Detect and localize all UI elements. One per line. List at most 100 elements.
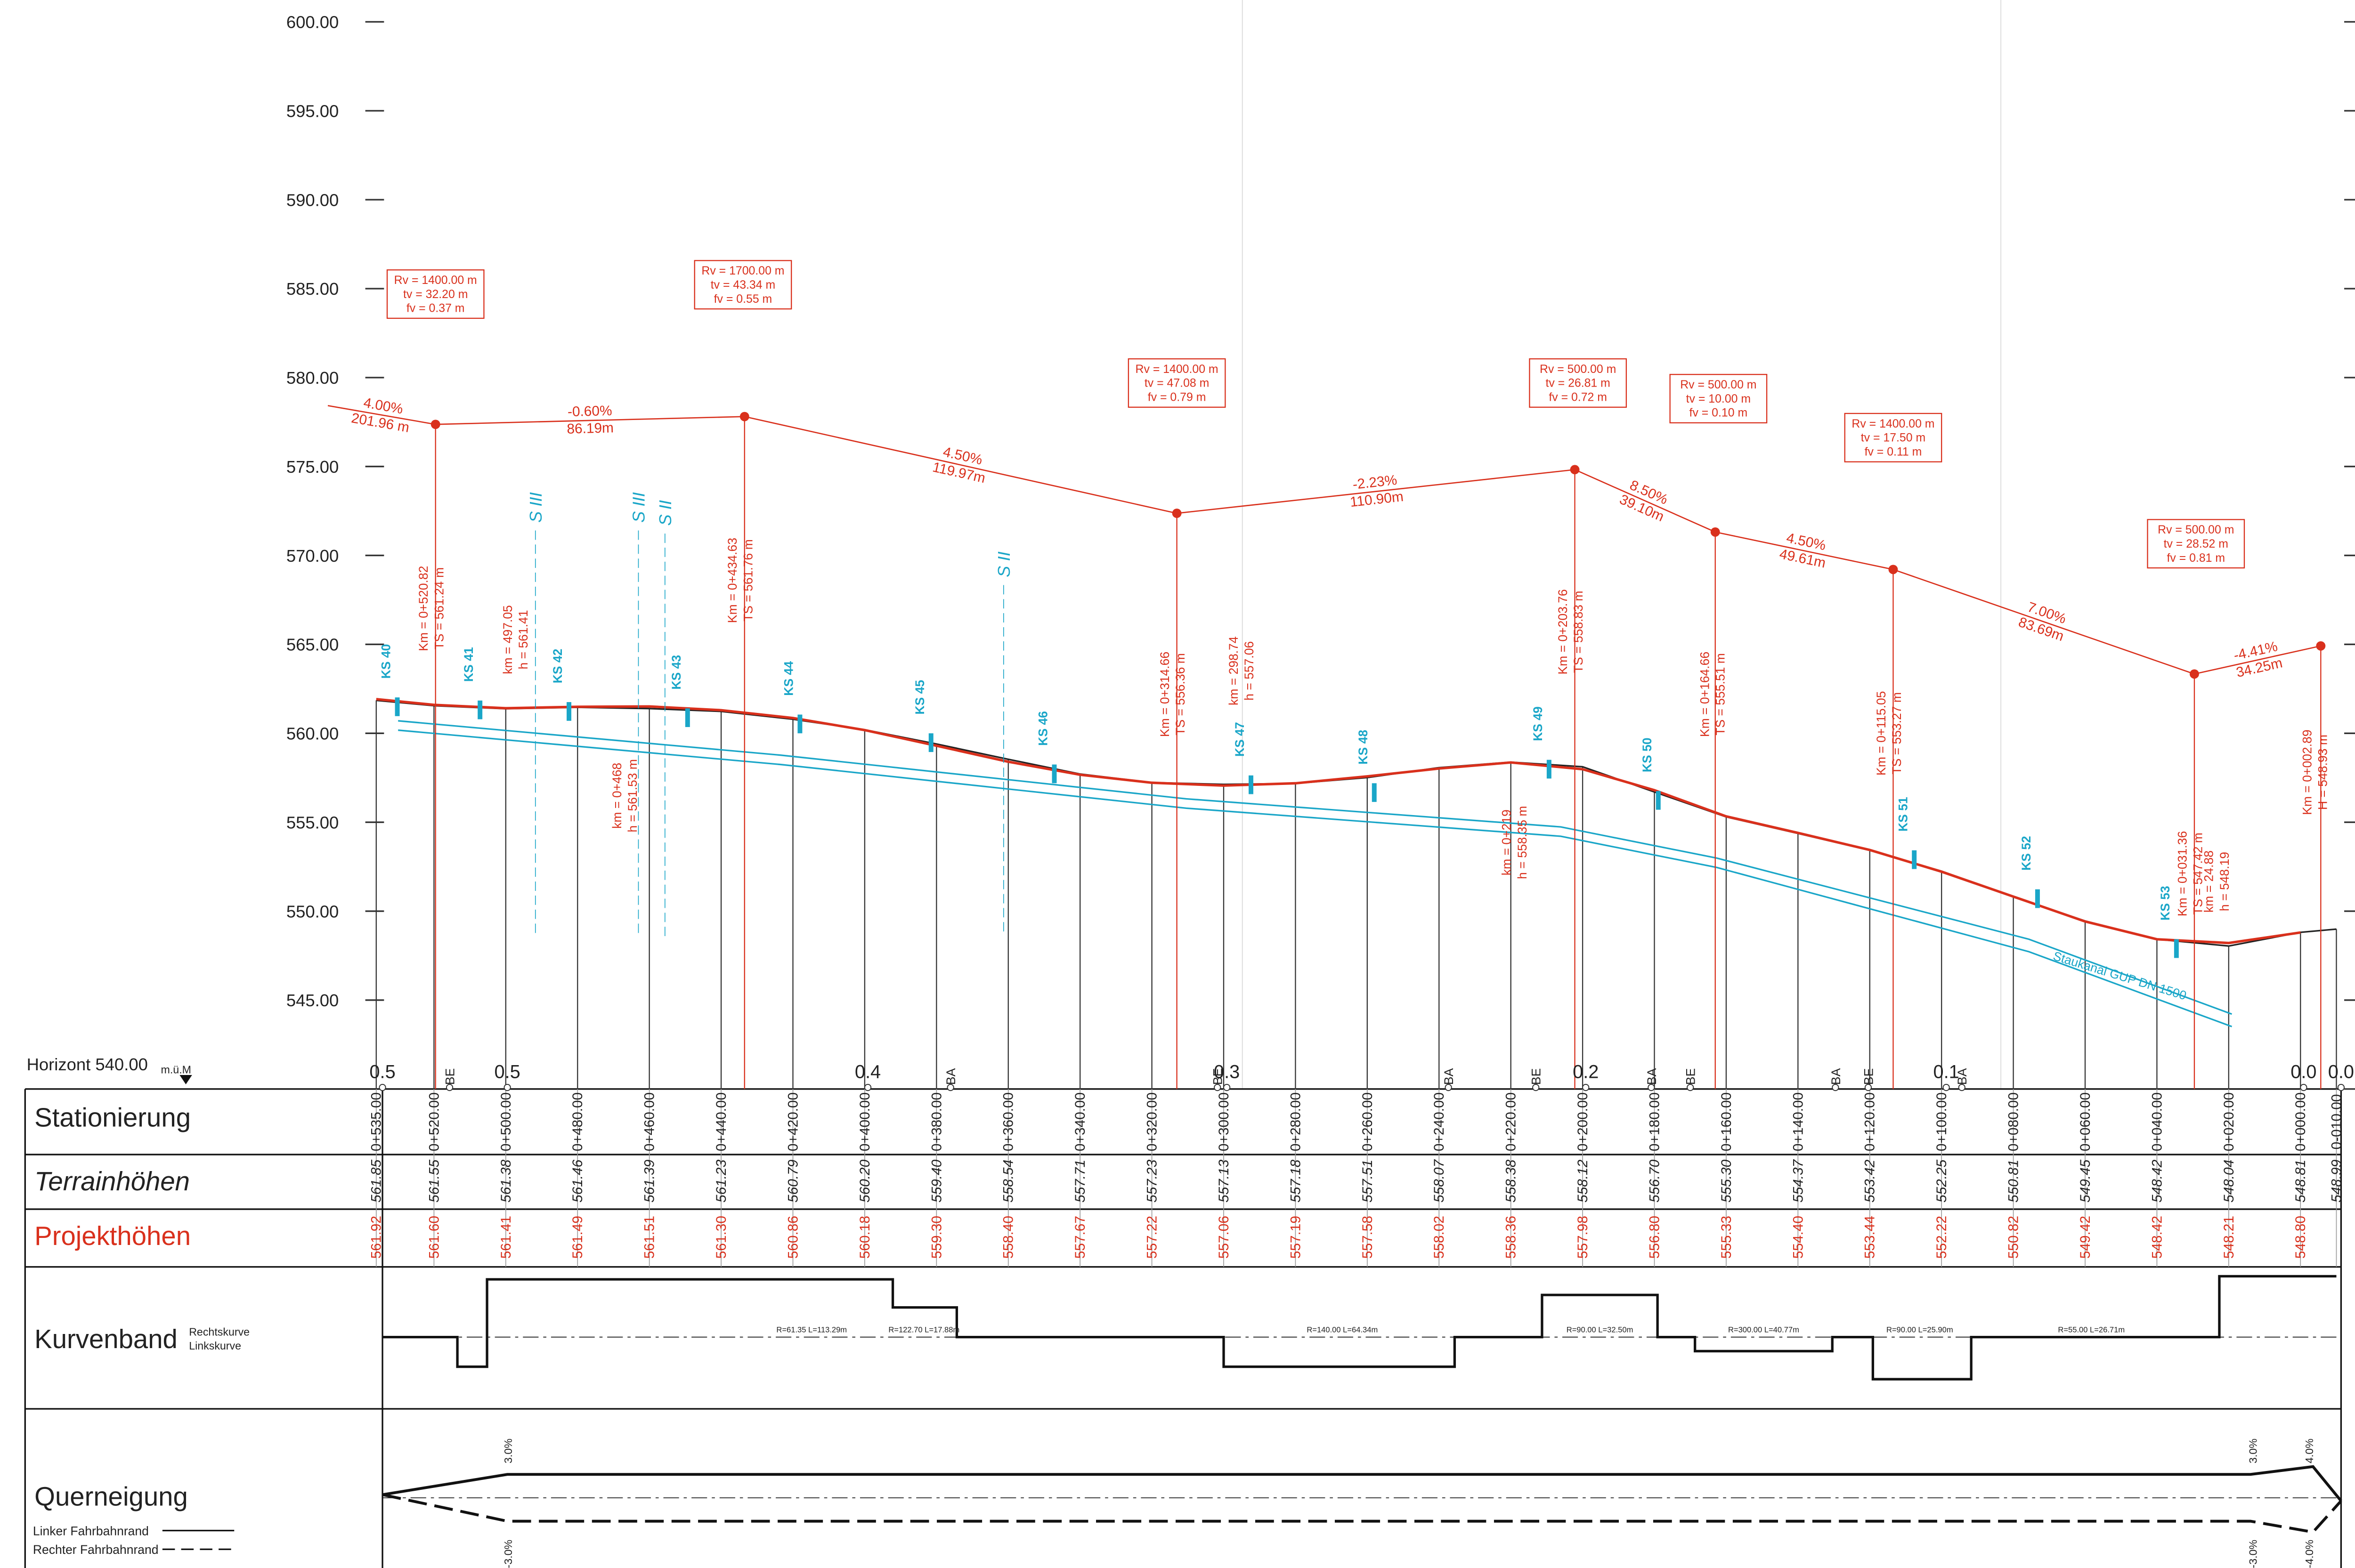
slope-legend: Rechter Fahrbahnrand — [33, 1543, 159, 1557]
terrain-value: 548.42 — [2149, 1159, 2165, 1203]
project-value: 561.30 — [714, 1216, 729, 1259]
station-dot — [1223, 1083, 1231, 1091]
project-value: 557.19 — [1288, 1216, 1303, 1259]
manhole-label: KS 45 — [913, 680, 927, 715]
elevation-label: 555.00 — [286, 813, 339, 832]
sewer-pipe — [398, 720, 2233, 1015]
curve-param: fv = 0.79 m — [1148, 391, 1206, 404]
station-value: 0+140.00 — [1790, 1092, 1806, 1151]
elevation-label: 595.00 — [286, 102, 339, 121]
row-label: Terrainhöhen — [34, 1166, 190, 1196]
manhole-label: KS 48 — [1356, 730, 1370, 765]
terrain-value: 548.99 — [2329, 1160, 2344, 1203]
terrain-value: 561.39 — [642, 1160, 658, 1203]
project-value: 557.06 — [1216, 1216, 1232, 1259]
curve-box — [1529, 358, 1627, 408]
cross-slope: 4.0% — [2303, 1439, 2315, 1463]
curve-param: Rv = 1400.00 m — [1136, 363, 1218, 376]
station-dot — [1214, 1083, 1221, 1091]
curve-param: Rv = 500.00 m — [1540, 363, 1616, 376]
cross-slope: -3.0% — [502, 1540, 514, 1568]
section-label: S II — [994, 551, 1014, 577]
curve-param: fv = 0.81 m — [2167, 552, 2225, 565]
station-value: 0+240.00 — [1431, 1092, 1447, 1151]
point-label: Km = 0+203.76 — [1556, 589, 1570, 674]
cross-slope-lines — [162, 1465, 2342, 1550]
section-label: S III — [629, 492, 649, 523]
project-line — [376, 698, 2301, 945]
curve-param: tv = 28.52 m — [2164, 538, 2228, 550]
curve-legend: Linkskurve — [189, 1340, 241, 1352]
station-value: 0+320.00 — [1145, 1092, 1160, 1151]
station-dot — [864, 1083, 872, 1091]
row-label: Stationierung — [34, 1102, 191, 1132]
station-mark: BA — [1442, 1068, 1456, 1085]
curve-param: fv = 0.55 m — [714, 293, 772, 306]
point-label: TS = 561.76 m — [741, 539, 755, 622]
station-mark: 0.4 — [855, 1062, 881, 1083]
elevation-label: 580.00 — [286, 368, 339, 388]
station-dot — [1832, 1083, 1839, 1091]
curve-param: Rv = 500.00 m — [1680, 379, 1756, 391]
slope-legend: Linker Fahrbahnrand — [33, 1524, 149, 1538]
elevation-label: 570.00 — [286, 546, 339, 566]
station-value: 0+100.00 — [1934, 1092, 1949, 1151]
station-mark: 0.5 — [369, 1062, 395, 1083]
project-value: 554.40 — [1790, 1216, 1806, 1259]
point-label: h = 548.19 — [2217, 852, 2232, 911]
station-value: 0+535.00 — [369, 1092, 384, 1151]
station-value: 0+000.00 — [2293, 1092, 2308, 1151]
curve-box — [1844, 412, 1942, 462]
station-dot — [446, 1083, 454, 1091]
project-value: 548.42 — [2149, 1216, 2165, 1259]
project-value: 550.82 — [2006, 1216, 2022, 1259]
manhole — [928, 733, 934, 752]
terrain-value: 557.23 — [1145, 1159, 1160, 1203]
point-label: H = 548.93 m — [2316, 735, 2330, 810]
point-label: TS = 558.83 m — [1571, 591, 1585, 673]
station-value: 0+160.00 — [1719, 1092, 1734, 1151]
manhole — [1912, 850, 1917, 869]
manhole — [567, 702, 571, 721]
section-label: S II — [656, 500, 675, 526]
curve-box — [1128, 358, 1226, 408]
manhole — [395, 697, 400, 716]
row-label: Querneigung — [34, 1481, 188, 1511]
station-mark: BE — [1861, 1068, 1876, 1085]
terrain-value: 557.18 — [1288, 1159, 1303, 1203]
terrain-value: 560.79 — [785, 1160, 801, 1203]
station-mark: BE — [1529, 1068, 1543, 1085]
curve-param: fv = 0.37 m — [406, 302, 465, 315]
row-label: Kurvenband — [34, 1324, 178, 1354]
terrain-value: 558.38 — [1503, 1159, 1519, 1203]
manhole-label: KS 51 — [1896, 797, 1910, 832]
elevation-label: 545.00 — [286, 991, 339, 1010]
point-label: km = 24.88 — [2202, 850, 2216, 913]
curve-data: R=300.00 L=40.77m — [1728, 1326, 1799, 1334]
terrain-value: 561.55 — [426, 1159, 442, 1203]
point-label: h = 558.35 m — [1515, 806, 1529, 879]
cross-slope: 3.0% — [2247, 1439, 2259, 1463]
terrain-value: 548.81 — [2293, 1160, 2308, 1203]
curve-data: R=61.35 L=113.29m — [776, 1326, 847, 1334]
station-mark: 0.3 — [1214, 1062, 1240, 1083]
terrain-value: 558.12 — [1575, 1159, 1591, 1203]
point-label: TS = 561.24 m — [432, 567, 446, 650]
manhole-label: KS 43 — [669, 655, 683, 690]
terrain-value: 560.20 — [857, 1159, 873, 1203]
manhole-label: KS 52 — [2019, 836, 2033, 871]
terrain-value: 553.42 — [1862, 1159, 1878, 1203]
slope-length: 86.19m — [567, 420, 614, 437]
terrain-value: 554.37 — [1790, 1159, 1806, 1203]
point-label: Km = 0+314.66 — [1158, 652, 1172, 737]
station-value: 0+380.00 — [929, 1092, 944, 1151]
manhole-label: KS 53 — [2158, 886, 2172, 921]
project-value: 561.49 — [570, 1216, 585, 1259]
terrain-value: 550.81 — [2006, 1160, 2022, 1203]
manhole-label: KS 40 — [379, 644, 393, 679]
horizon-unit: m.ü.M — [161, 1064, 191, 1076]
station-dot — [503, 1083, 511, 1091]
terrain-value: 558.54 — [1001, 1160, 1016, 1203]
point-label: Km = 0+031.36 — [2175, 831, 2189, 916]
